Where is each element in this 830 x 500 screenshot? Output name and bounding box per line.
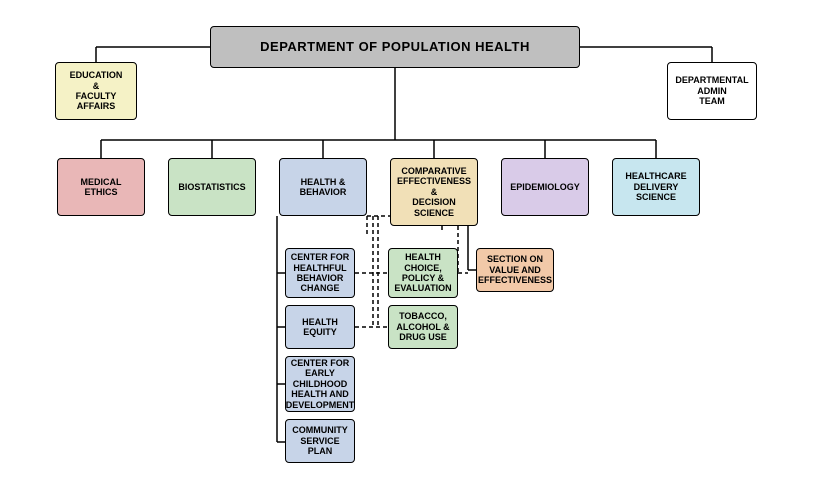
node-biostat: BIOSTATISTICS [168, 158, 256, 216]
node-hcpe: HEALTHCHOICE,POLICY &EVALUATION [388, 248, 458, 298]
node-tadu: TOBACCO,ALCOHOL &DRUG USE [388, 305, 458, 349]
node-cechd: CENTER FOREARLYCHILDHOODHEALTH ANDDEVELO… [285, 356, 355, 412]
node-edu: EDUCATION&FACULTYAFFAIRS [55, 62, 137, 120]
node-csp: COMMUNITYSERVICEPLAN [285, 419, 355, 463]
node-medethics: MEDICALETHICS [57, 158, 145, 216]
node-root: DEPARTMENT OF POPULATION HEALTH [210, 26, 580, 68]
node-sve: SECTION ONVALUE ANDEFFECTIVENESS [476, 248, 554, 292]
node-chbc: CENTER FORHEALTHFULBEHAVIORCHANGE [285, 248, 355, 298]
node-ceds: COMPARATIVEEFFECTIVENESS&DECISIONSCIENCE [390, 158, 478, 226]
node-epi: EPIDEMIOLOGY [501, 158, 589, 216]
node-healthbeh: HEALTH &BEHAVIOR [279, 158, 367, 216]
node-admin: DEPARTMENTALADMINTEAM [667, 62, 757, 120]
node-hds: HEALTHCAREDELIVERYSCIENCE [612, 158, 700, 216]
node-hequity: HEALTHEQUITY [285, 305, 355, 349]
